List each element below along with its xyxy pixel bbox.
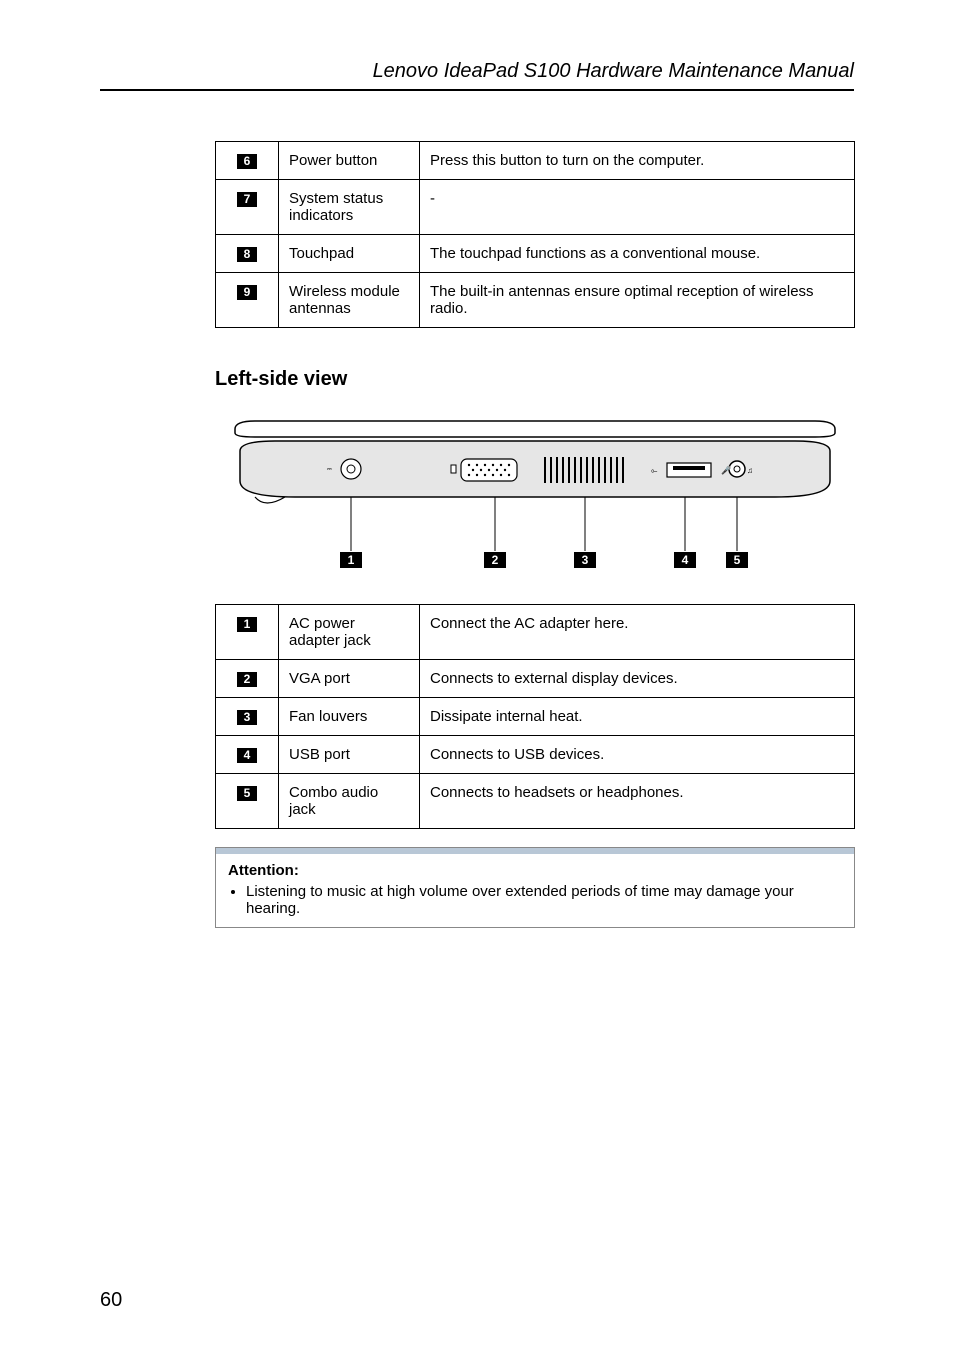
feature-name: Touchpad — [279, 235, 420, 273]
callout-badge: 4 — [237, 748, 257, 763]
svg-text:2: 2 — [492, 553, 499, 567]
callout-badge: 1 — [237, 617, 257, 632]
feature-description: Dissipate internal heat. — [420, 698, 855, 736]
table-row: 4 USB port Connects to USB devices. — [216, 736, 855, 774]
feature-name: USB port — [279, 736, 420, 774]
feature-name: System status indicators — [279, 180, 420, 235]
feature-description: Connects to external display devices. — [420, 660, 855, 698]
svg-text:🎤: 🎤 — [721, 465, 731, 475]
feature-name: AC power adapter jack — [279, 605, 420, 660]
table-row: 6 Power button Press this button to turn… — [216, 142, 855, 180]
callout-badge: 9 — [237, 285, 257, 300]
callout-badge: 8 — [237, 247, 257, 262]
feature-description: Connects to headsets or headphones. — [420, 774, 855, 829]
svg-text:♫: ♫ — [747, 466, 753, 475]
running-header: Lenovo IdeaPad S100 Hardware Maintenance… — [100, 60, 854, 91]
callout-badge: 3 — [237, 710, 257, 725]
table-row: 9 Wireless module antennas The built-in … — [216, 273, 855, 328]
table-row: 5 Combo audio jack Connects to headsets … — [216, 774, 855, 829]
feature-name: VGA port — [279, 660, 420, 698]
callout-badge: 7 — [237, 192, 257, 207]
svg-text:3: 3 — [582, 553, 589, 567]
callout-badge: 2 — [237, 672, 257, 687]
left-side-diagram: ⎓ — [215, 411, 855, 586]
page: Lenovo IdeaPad S100 Hardware Maintenance… — [0, 0, 954, 1352]
feature-name: Power button — [279, 142, 420, 180]
feature-description: The touchpad functions as a conventional… — [420, 235, 855, 273]
feature-name: Fan louvers — [279, 698, 420, 736]
table-row: 2 VGA port Connects to external display … — [216, 660, 855, 698]
feature-description: - — [420, 180, 855, 235]
feature-name: Wireless module antennas — [279, 273, 420, 328]
svg-text:⟜: ⟜ — [651, 466, 658, 475]
laptop-side-svg: ⎓ — [215, 411, 855, 581]
callout-badge: 5 — [237, 786, 257, 801]
svg-text:4: 4 — [682, 553, 689, 567]
feature-description: Press this button to turn on the compute… — [420, 142, 855, 180]
table-row: 8 Touchpad The touchpad functions as a c… — [216, 235, 855, 273]
left-side-table: 1 AC power adapter jack Connect the AC a… — [215, 604, 855, 829]
svg-text:⎓: ⎓ — [327, 467, 332, 473]
attention-bullet: Listening to music at high volume over e… — [246, 883, 842, 917]
attention-box: Attention: Listening to music at high vo… — [215, 847, 855, 928]
table-row: 7 System status indicators - — [216, 180, 855, 235]
table-row: 1 AC power adapter jack Connect the AC a… — [216, 605, 855, 660]
attention-heading: Attention: — [228, 862, 299, 879]
svg-text:1: 1 — [348, 553, 355, 567]
feature-description: Connects to USB devices. — [420, 736, 855, 774]
svg-text:5: 5 — [734, 553, 741, 567]
feature-description: Connect the AC adapter here. — [420, 605, 855, 660]
page-number: 60 — [100, 1289, 122, 1312]
callout-badge: 6 — [237, 154, 257, 169]
feature-description: The built-in antennas ensure optimal rec… — [420, 273, 855, 328]
section-heading: Left-side view — [215, 368, 854, 391]
table-row: 3 Fan louvers Dissipate internal heat. — [216, 698, 855, 736]
top-description-table: 6 Power button Press this button to turn… — [215, 141, 855, 328]
feature-name: Combo audio jack — [279, 774, 420, 829]
